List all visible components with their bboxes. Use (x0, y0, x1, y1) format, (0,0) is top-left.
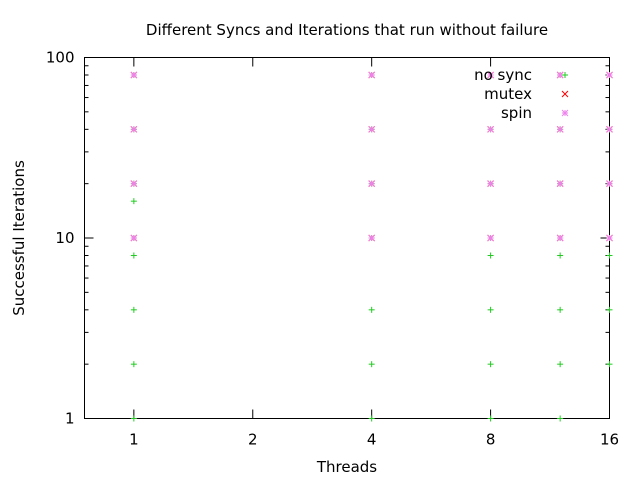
legend-label: no sync (474, 66, 532, 84)
data-point (606, 125, 613, 133)
y-tick-label: 1 (65, 410, 75, 428)
data-point (487, 234, 494, 242)
data-point (606, 306, 613, 313)
data-point (368, 234, 376, 242)
data-point (130, 125, 138, 133)
data-point (130, 306, 137, 313)
data-point (487, 252, 494, 259)
data-point (487, 180, 494, 188)
series-spin (130, 71, 613, 242)
y-tick-label: 10 (55, 229, 74, 247)
data-point (368, 361, 375, 368)
x-tick-label: 4 (367, 431, 377, 449)
data-point (606, 71, 613, 79)
data-point (130, 180, 138, 188)
chart-title: Different Syncs and Iterations that run … (146, 21, 548, 39)
data-point (368, 125, 376, 133)
data-point (556, 71, 564, 79)
data-point (557, 415, 564, 422)
data-point (557, 306, 564, 313)
y-tick-label: 100 (46, 49, 75, 67)
data-point (130, 234, 138, 242)
data-point (130, 252, 137, 259)
data-point (556, 180, 564, 188)
legend-marker (561, 109, 569, 117)
legend-label: spin (501, 104, 532, 122)
data-point (606, 180, 613, 188)
x-tick-label: 1 (129, 431, 139, 449)
data-point (487, 71, 494, 79)
x-tick-label: 16 (600, 431, 619, 449)
data-points (130, 71, 613, 422)
data-point (487, 306, 494, 313)
data-point (487, 125, 494, 133)
data-point (130, 71, 138, 79)
data-point (556, 125, 564, 133)
data-point (130, 415, 137, 422)
legend-marker (562, 72, 568, 78)
data-point (606, 361, 613, 368)
y-axis-label: Successful Iterations (10, 160, 28, 316)
x-tick-label: 8 (486, 431, 496, 449)
x-axis: 1 2 4 8 16 (129, 57, 619, 449)
data-point (368, 415, 375, 422)
x-tick-label: 2 (248, 431, 258, 449)
data-point (606, 252, 613, 259)
data-point (487, 361, 494, 368)
data-point (487, 415, 494, 422)
data-point (368, 306, 375, 313)
data-point (368, 71, 376, 79)
legend-marker (561, 90, 569, 98)
data-point (557, 252, 564, 259)
data-point (368, 180, 376, 188)
data-point (130, 198, 137, 205)
legend-label: mutex (484, 85, 532, 103)
series-mutex (130, 71, 613, 242)
data-point (557, 361, 564, 368)
series-no-sync (130, 71, 613, 422)
data-point (556, 234, 564, 242)
data-point (606, 234, 613, 242)
x-axis-label: Threads (316, 458, 377, 476)
data-point (130, 361, 137, 368)
